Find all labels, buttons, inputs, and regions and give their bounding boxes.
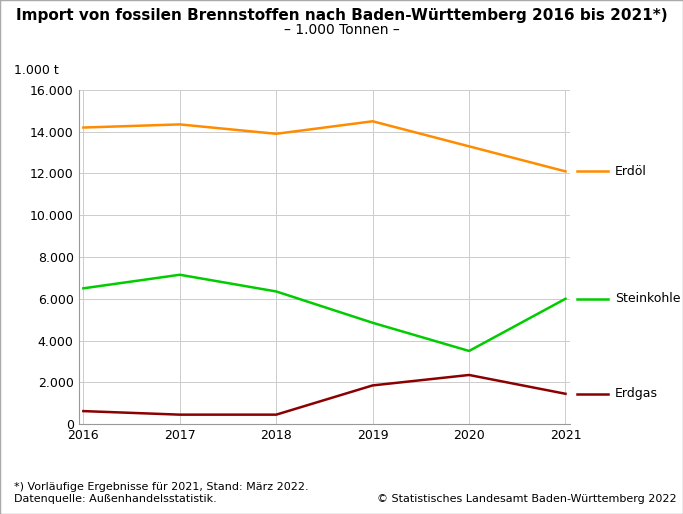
Text: *) Vorläufige Ergebnisse für 2021, Stand: März 2022.
Datenquelle: Außenhandelsst: *) Vorläufige Ergebnisse für 2021, Stand… — [14, 482, 308, 504]
Text: © Statistisches Landesamt Baden-Württemberg 2022: © Statistisches Landesamt Baden-Württemb… — [376, 494, 676, 504]
Text: – 1.000 Tonnen –: – 1.000 Tonnen – — [283, 23, 400, 37]
Text: 1.000 t: 1.000 t — [14, 64, 59, 77]
Text: Erdgas: Erdgas — [615, 387, 658, 400]
Text: Steinkohle: Steinkohle — [615, 292, 680, 305]
Text: Erdöl: Erdöl — [615, 165, 647, 178]
Text: Import von fossilen Brennstoffen nach Baden-Württemberg 2016 bis 2021*): Import von fossilen Brennstoffen nach Ba… — [16, 8, 667, 23]
